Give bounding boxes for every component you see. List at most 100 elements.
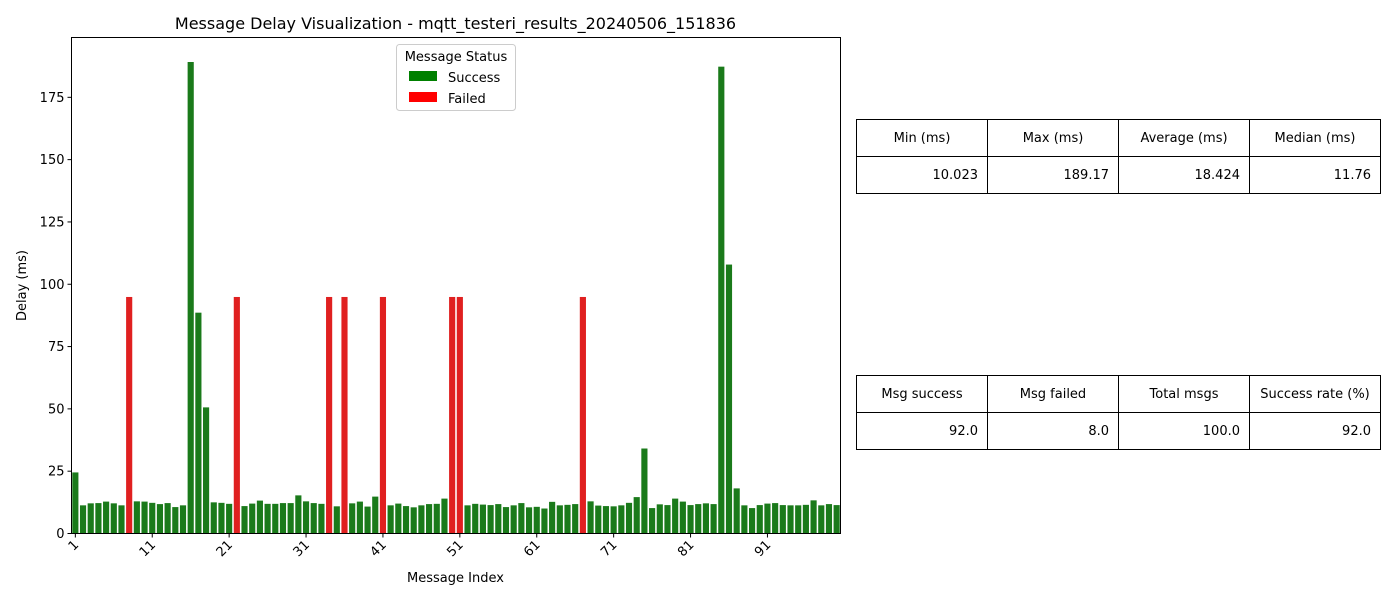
y-tick-label: 50 bbox=[48, 402, 65, 417]
bar-success bbox=[318, 503, 325, 534]
bar-success bbox=[295, 495, 302, 534]
bar-success bbox=[103, 501, 110, 534]
bar-success bbox=[549, 501, 556, 534]
value-cell-median: 11.76 bbox=[1249, 156, 1381, 194]
bar-success bbox=[825, 504, 833, 534]
bar-success bbox=[164, 503, 171, 534]
x-tick-label: 31 bbox=[291, 538, 313, 560]
bar-success bbox=[203, 407, 210, 534]
x-tick-label: 51 bbox=[444, 538, 466, 560]
bar-success bbox=[587, 501, 594, 534]
value-cell-min: 10.023 bbox=[856, 156, 988, 194]
legend: Message Status Success Failed bbox=[396, 44, 516, 111]
bar-success bbox=[710, 504, 717, 534]
table-header-row: Min (ms) Max (ms) Average (ms) Median (m… bbox=[856, 119, 1381, 157]
bar-success bbox=[195, 312, 202, 534]
bar-success bbox=[333, 506, 340, 534]
bar-success bbox=[741, 505, 748, 534]
bar-success bbox=[110, 503, 117, 534]
bar-success bbox=[495, 504, 502, 534]
bar-success bbox=[372, 496, 379, 534]
y-tick-label: 150 bbox=[40, 153, 65, 168]
bar-success bbox=[649, 508, 656, 534]
y-tick-label: 75 bbox=[48, 340, 65, 355]
bar-success bbox=[787, 505, 794, 534]
bar-failed bbox=[579, 296, 586, 534]
bar-success bbox=[249, 503, 256, 534]
bar-success bbox=[656, 504, 663, 534]
bar-success bbox=[156, 504, 164, 534]
bar-success bbox=[795, 505, 802, 534]
x-tick-label: 1 bbox=[66, 538, 82, 554]
delay-bar-chart: Message Delay Visualization - mqtt_teste… bbox=[15, 14, 841, 586]
bar-success bbox=[556, 505, 563, 534]
table-value-row: 10.023 189.17 18.424 11.76 bbox=[856, 156, 1381, 194]
bar-success bbox=[264, 503, 271, 534]
bar-success bbox=[87, 503, 94, 534]
bar-failed bbox=[456, 296, 463, 534]
bar-success bbox=[702, 503, 709, 534]
bar-success bbox=[356, 501, 363, 534]
bar-success bbox=[172, 507, 179, 534]
bar-success bbox=[272, 503, 279, 534]
bar-success bbox=[210, 502, 217, 534]
bar-success bbox=[279, 503, 287, 534]
bar-success bbox=[79, 505, 87, 534]
bar-success bbox=[756, 505, 763, 534]
bar-success bbox=[287, 503, 294, 534]
y-tick-label: 25 bbox=[48, 465, 65, 480]
bar-success bbox=[364, 506, 371, 534]
bar-success bbox=[302, 501, 310, 534]
bar-success bbox=[772, 503, 779, 534]
bar-success bbox=[718, 66, 725, 534]
bar-success bbox=[610, 506, 617, 534]
bar-success bbox=[541, 508, 548, 534]
header-cell-average: Average (ms) bbox=[1118, 119, 1250, 157]
header-cell-median: Median (ms) bbox=[1249, 119, 1381, 157]
bar-failed bbox=[326, 296, 333, 534]
bar-failed bbox=[233, 296, 240, 534]
bar-success bbox=[810, 500, 817, 534]
header-cell-min: Min (ms) bbox=[856, 119, 988, 157]
value-cell-average: 18.424 bbox=[1118, 156, 1250, 194]
x-tick-label: 41 bbox=[367, 538, 389, 560]
x-axis-label: Message Index bbox=[407, 571, 504, 586]
bar-success bbox=[833, 505, 840, 534]
bar-failed bbox=[379, 296, 387, 534]
plot-frame bbox=[71, 37, 841, 534]
bar-failed bbox=[126, 296, 133, 534]
bar-success bbox=[518, 503, 525, 534]
x-tick-label: 61 bbox=[521, 538, 543, 560]
bar-success bbox=[72, 472, 79, 534]
legend-swatch-success bbox=[409, 71, 437, 81]
bar-success bbox=[149, 502, 156, 534]
bar-success bbox=[187, 62, 194, 534]
bar-success bbox=[418, 505, 425, 534]
bar-success bbox=[641, 448, 648, 534]
bar-success bbox=[725, 264, 733, 534]
bar-success bbox=[802, 504, 809, 534]
value-cell-msg-success: 92.0 bbox=[856, 412, 988, 450]
y-tick-label: 100 bbox=[40, 278, 65, 293]
bar-success bbox=[818, 505, 825, 534]
bar-success bbox=[218, 502, 225, 534]
bar-success bbox=[672, 498, 679, 534]
x-tick-label: 71 bbox=[598, 538, 620, 560]
table-value-row: 92.0 8.0 100.0 92.0 bbox=[856, 412, 1381, 450]
bar-success bbox=[625, 502, 633, 534]
bar-success bbox=[510, 505, 517, 534]
bar-success bbox=[179, 505, 187, 534]
bar-success bbox=[533, 506, 540, 534]
bar-success bbox=[118, 505, 125, 534]
y-tick-label: 175 bbox=[40, 91, 65, 106]
y-tick-label: 125 bbox=[40, 215, 65, 230]
value-cell-max: 189.17 bbox=[987, 156, 1119, 194]
table-header-row: Msg success Msg failed Total msgs Succes… bbox=[856, 375, 1381, 413]
legend-label-failed: Failed bbox=[448, 92, 486, 107]
bar-success bbox=[595, 505, 602, 534]
bar-success bbox=[395, 503, 402, 534]
header-cell-total-msgs: Total msgs bbox=[1118, 375, 1250, 413]
bar-success bbox=[141, 501, 148, 534]
bar-success bbox=[479, 504, 486, 534]
bar-success bbox=[410, 507, 417, 534]
